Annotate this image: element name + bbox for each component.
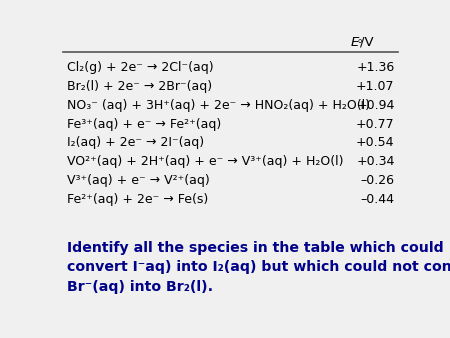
Text: +0.77: +0.77 [356,118,395,130]
Text: Br⁻(aq) into Br₂(l).: Br⁻(aq) into Br₂(l). [67,280,213,294]
Text: Fe²⁺(aq) + 2e⁻ → Fe(s): Fe²⁺(aq) + 2e⁻ → Fe(s) [67,193,208,206]
Text: E: E [351,36,359,49]
Text: +0.94: +0.94 [356,99,395,112]
Text: –0.44: –0.44 [360,193,395,206]
Text: convert I⁻aq) into I₂(aq) but which could not convert: convert I⁻aq) into I₂(aq) but which coul… [67,261,450,274]
Text: Fe³⁺(aq) + e⁻ → Fe²⁺(aq): Fe³⁺(aq) + e⁻ → Fe²⁺(aq) [67,118,221,130]
Text: VO²⁺(aq) + 2H⁺(aq) + e⁻ → V³⁺(aq) + H₂O(l): VO²⁺(aq) + 2H⁺(aq) + e⁻ → V³⁺(aq) + H₂O(… [67,155,343,168]
Text: Identify all the species in the table which could: Identify all the species in the table wh… [67,241,443,255]
Text: +0.54: +0.54 [356,136,395,149]
Text: Br₂(l) + 2e⁻ → 2Br⁻(aq): Br₂(l) + 2e⁻ → 2Br⁻(aq) [67,80,212,93]
Text: /V: /V [360,36,374,49]
Text: +1.07: +1.07 [356,80,395,93]
Text: +0.34: +0.34 [356,155,395,168]
Text: Cl₂(g) + 2e⁻ → 2Cl⁻(aq): Cl₂(g) + 2e⁻ → 2Cl⁻(aq) [67,62,213,74]
Text: –0.26: –0.26 [360,174,395,187]
Text: ⚪: ⚪ [357,37,363,46]
Text: I₂(aq) + 2e⁻ → 2I⁻(aq): I₂(aq) + 2e⁻ → 2I⁻(aq) [67,136,204,149]
Text: NO₃⁻ (aq) + 3H⁺(aq) + 2e⁻ → HNO₂(aq) + H₂O(l): NO₃⁻ (aq) + 3H⁺(aq) + 2e⁻ → HNO₂(aq) + H… [67,99,370,112]
Text: V³⁺(aq) + e⁻ → V²⁺(aq): V³⁺(aq) + e⁻ → V²⁺(aq) [67,174,209,187]
Text: +1.36: +1.36 [356,62,395,74]
